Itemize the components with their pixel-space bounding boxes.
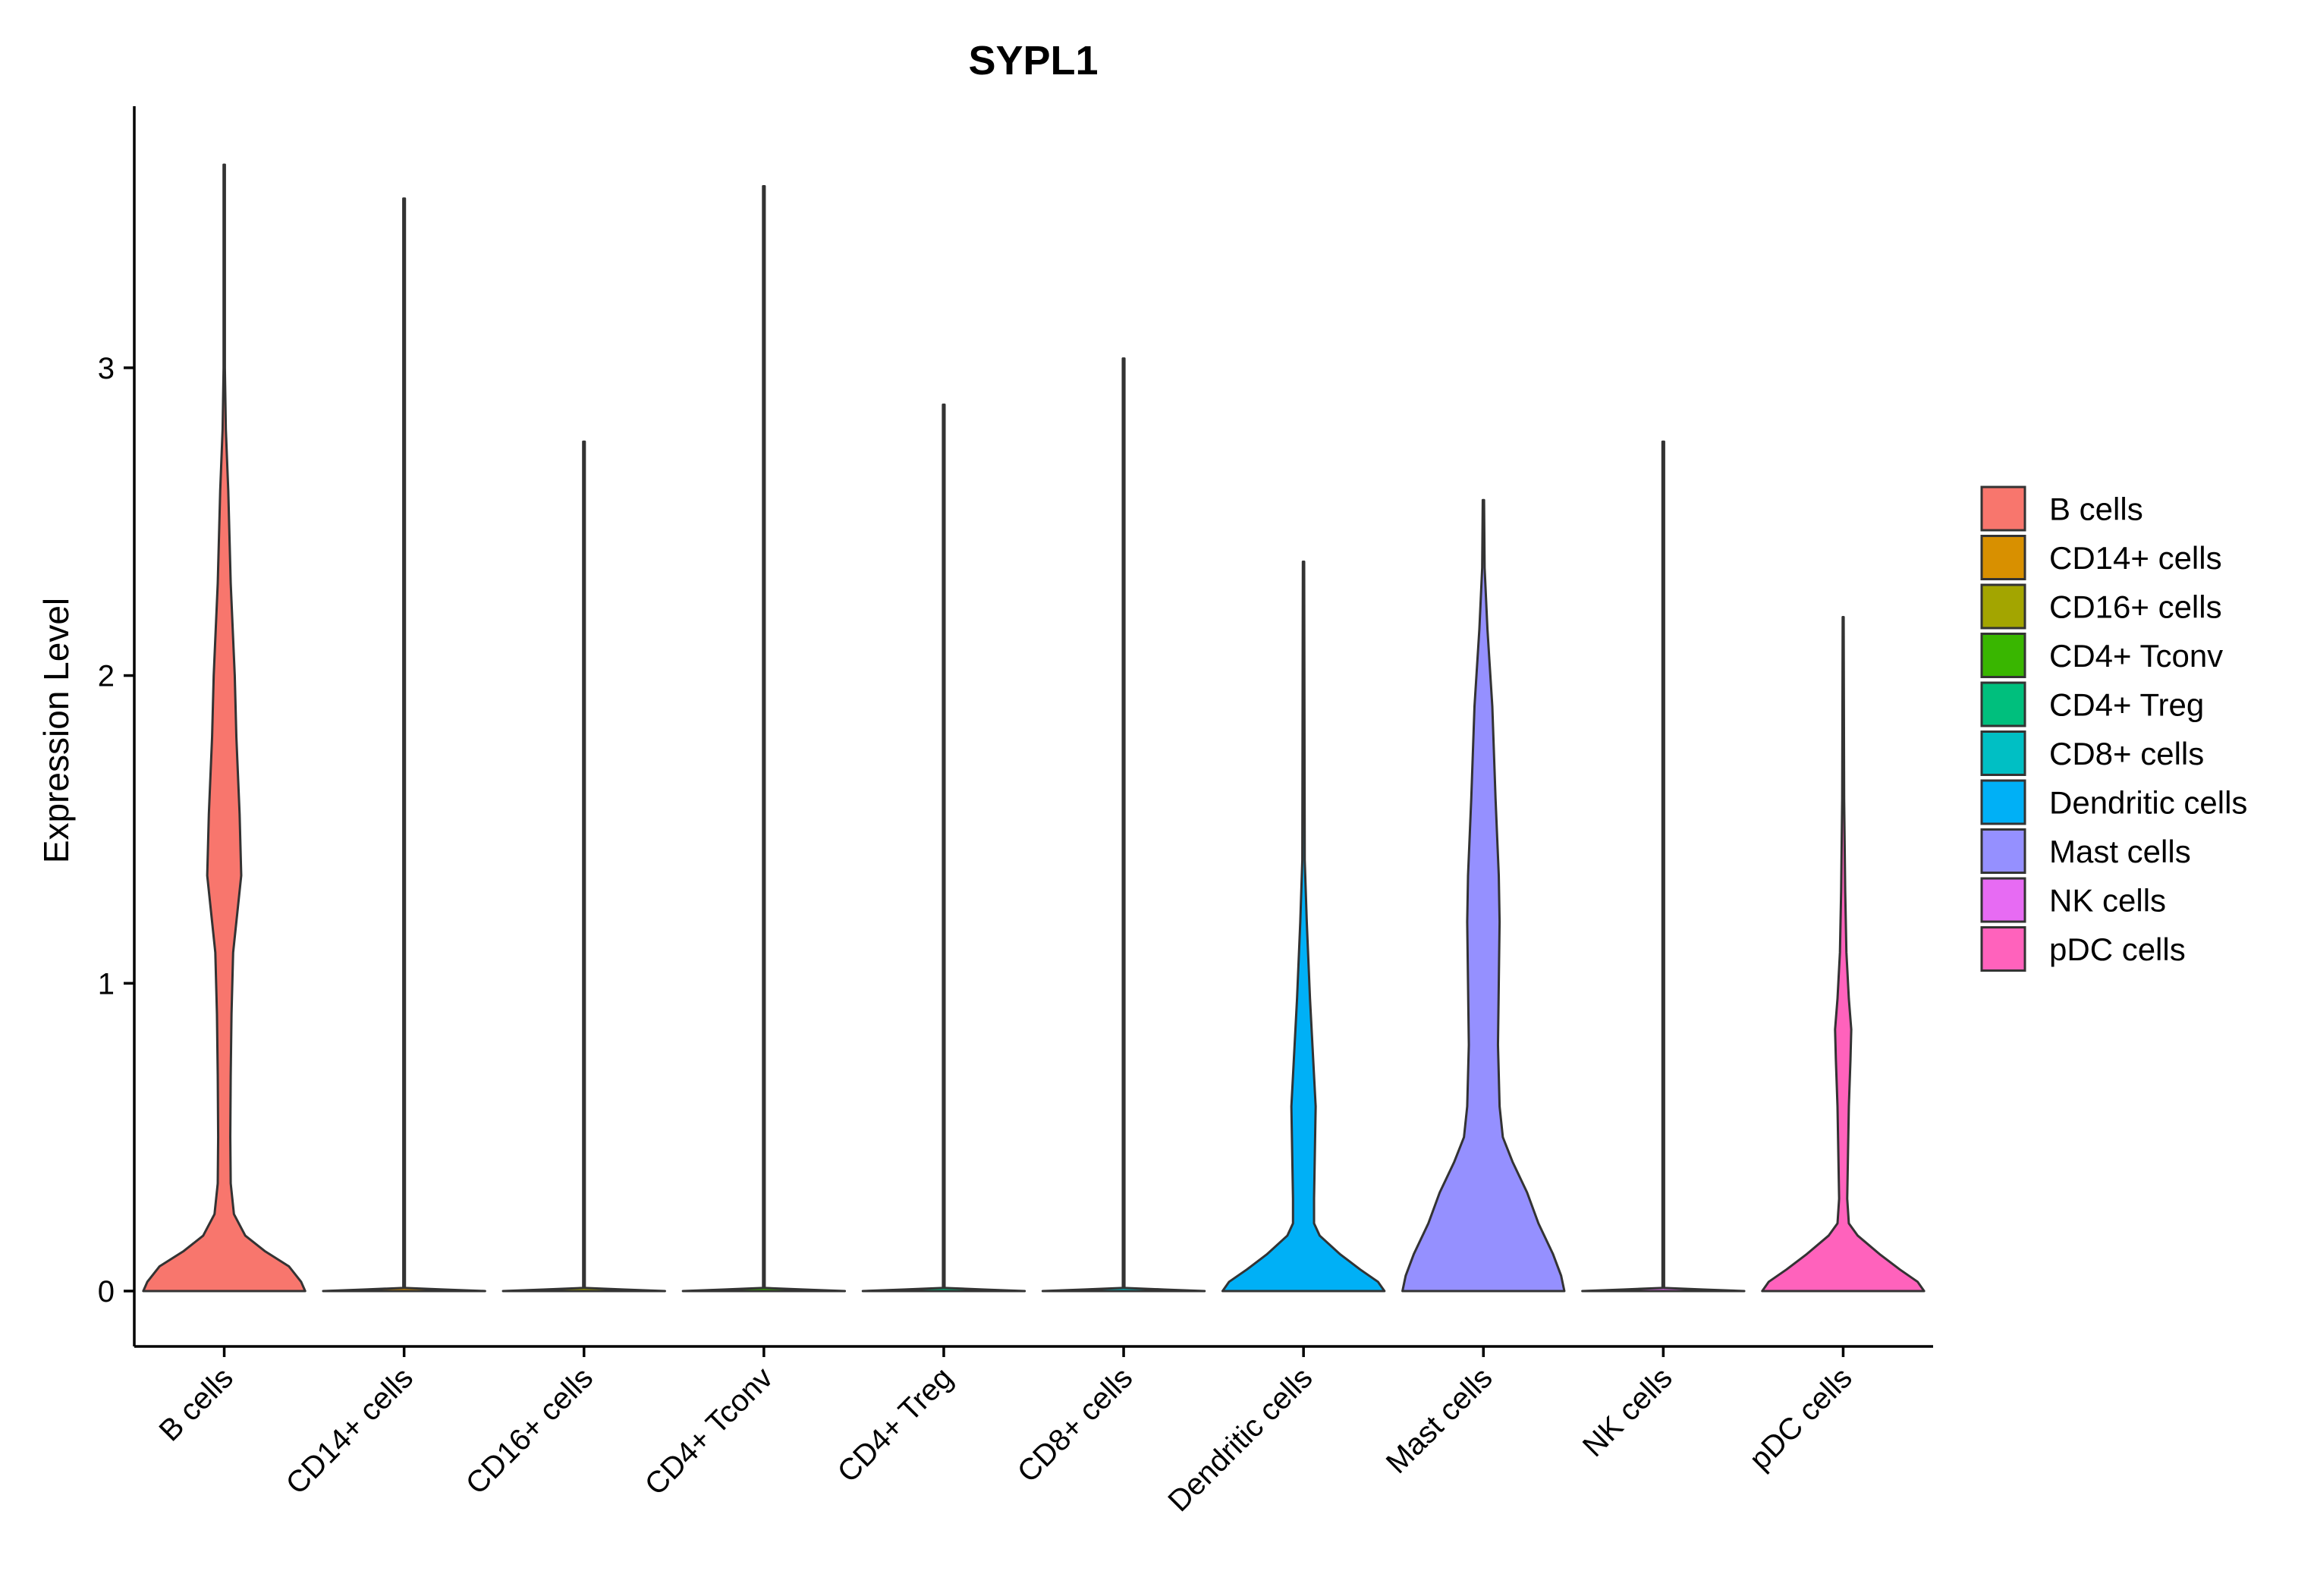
legend: B cells CD14+ cells CD16+ cells CD4+ Tconv C… bbox=[1980, 485, 2247, 972]
x-tick-label: CD14+ cells bbox=[280, 1361, 420, 1500]
legend-label: NK cells bbox=[2049, 883, 2166, 919]
legend-swatch bbox=[1980, 583, 2026, 630]
legend-label: CD16+ cells bbox=[2049, 589, 2222, 625]
legend-label: CD8+ cells bbox=[2049, 736, 2204, 771]
violin-dendritic-cells bbox=[1221, 560, 1386, 1293]
violins-group bbox=[142, 163, 1926, 1293]
y-tick-label: 3 bbox=[98, 352, 115, 385]
legend-swatch bbox=[1980, 633, 2026, 678]
y-tick-label: 2 bbox=[98, 660, 115, 693]
legend-swatch bbox=[1980, 926, 2026, 972]
violin-cd8-cells bbox=[1041, 357, 1206, 1293]
legend-label: Mast cells bbox=[2049, 834, 2191, 869]
legend-swatch bbox=[1980, 681, 2026, 727]
legend-label: B cells bbox=[2049, 492, 2143, 527]
legend-label: pDC cells bbox=[2049, 932, 2186, 967]
x-tick-label: pDC cells bbox=[1743, 1361, 1859, 1476]
x-tick-label: B cells bbox=[152, 1361, 239, 1447]
x-tick-label: CD4+ Treg bbox=[832, 1361, 960, 1489]
x-tick-label: Mast cells bbox=[1380, 1361, 1499, 1480]
violin-cd4-tconv bbox=[681, 184, 847, 1293]
y-axis-label: Expression Level bbox=[36, 598, 76, 863]
legend-swatch bbox=[1980, 828, 2026, 874]
chart-title: SYPL1 bbox=[968, 38, 1098, 83]
violin-nk-cells bbox=[1581, 440, 1746, 1293]
x-ticks-group: B cells CD14+ cells CD16+ cells CD4+ Tconv C… bbox=[152, 1346, 1859, 1518]
legend-swatch bbox=[1980, 779, 2026, 825]
x-tick-label: Dendritic cells bbox=[1162, 1361, 1319, 1518]
legend-swatch bbox=[1980, 730, 2026, 776]
legend-swatch bbox=[1980, 485, 2026, 532]
violin-cd14-cells bbox=[322, 197, 486, 1293]
x-tick-label: CD8+ cells bbox=[1011, 1361, 1140, 1489]
y-tick-label: 1 bbox=[98, 967, 115, 1001]
violin-pdc-cells bbox=[1761, 615, 1926, 1293]
legend-swatch bbox=[1980, 877, 2026, 923]
violin-mast-cells bbox=[1401, 498, 1566, 1293]
legend-swatch bbox=[1980, 535, 2026, 580]
violin-cd4-treg bbox=[861, 404, 1026, 1293]
legend-label: CD4+ Tconv bbox=[2049, 638, 2223, 674]
violin-cd16-cells bbox=[501, 440, 666, 1293]
legend-label: Dendritic cells bbox=[2049, 785, 2247, 821]
legend-label: CD4+ Treg bbox=[2049, 687, 2204, 723]
x-tick-label: NK cells bbox=[1577, 1361, 1679, 1463]
x-tick-label: CD16+ cells bbox=[460, 1361, 599, 1500]
violin-b-cells bbox=[142, 163, 307, 1293]
y-ticks-group: 0 1 2 3 bbox=[98, 352, 134, 1309]
legend-label: CD14+ cells bbox=[2049, 540, 2222, 576]
x-tick-label: CD4+ Tconv bbox=[639, 1361, 779, 1501]
y-tick-label: 0 bbox=[98, 1275, 115, 1309]
